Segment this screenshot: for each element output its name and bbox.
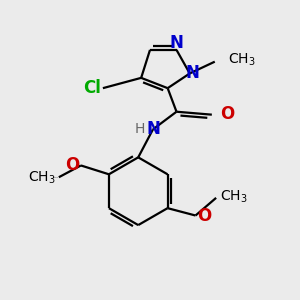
Text: methoxy: methoxy [53, 177, 60, 178]
Text: H: H [134, 122, 145, 136]
Text: CH$_3$: CH$_3$ [228, 52, 256, 68]
Text: Cl: Cl [83, 79, 101, 97]
Text: N: N [169, 34, 183, 52]
Text: O: O [220, 105, 234, 123]
Text: CH$_3$: CH$_3$ [28, 170, 55, 186]
Text: N: N [186, 64, 200, 82]
Text: O: O [65, 156, 80, 174]
Text: O: O [197, 207, 211, 225]
Text: N: N [147, 120, 161, 138]
Text: CH$_3$: CH$_3$ [220, 188, 247, 205]
